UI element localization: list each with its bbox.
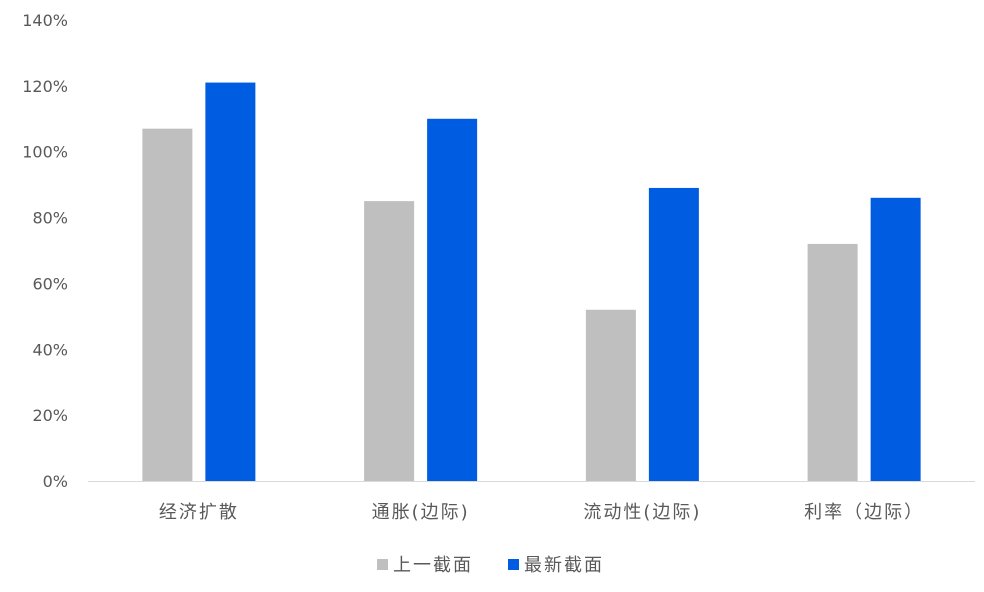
legend-label: 最新截面 <box>524 555 604 576</box>
bar-previous <box>807 243 858 481</box>
x-tick-label: 流动性(边际) <box>583 502 701 523</box>
y-tick-label: 40% <box>32 340 68 359</box>
legend-label: 上一截面 <box>393 555 473 576</box>
x-tick-label: 通胀(边际) <box>372 502 470 523</box>
y-tick-label: 0% <box>43 472 68 491</box>
y-tick-label: 60% <box>32 274 68 293</box>
bar-latest <box>427 118 478 482</box>
bar-previous <box>585 309 636 481</box>
y-tick-label: 140% <box>22 11 68 30</box>
legend-swatch <box>508 559 519 570</box>
y-tick-label: 100% <box>22 143 68 162</box>
legend-swatch <box>377 559 388 570</box>
y-tick-label: 120% <box>22 77 68 96</box>
x-tick-label: 利率（边际） <box>804 502 924 523</box>
bar-previous <box>364 201 415 481</box>
y-tick-label: 80% <box>32 209 68 228</box>
x-tick-label: 经济扩散 <box>159 502 239 523</box>
bar-latest <box>648 187 699 481</box>
bar-previous <box>142 128 193 481</box>
y-tick-label: 20% <box>32 406 68 425</box>
bar-latest <box>870 197 921 482</box>
bar-latest <box>205 82 256 482</box>
